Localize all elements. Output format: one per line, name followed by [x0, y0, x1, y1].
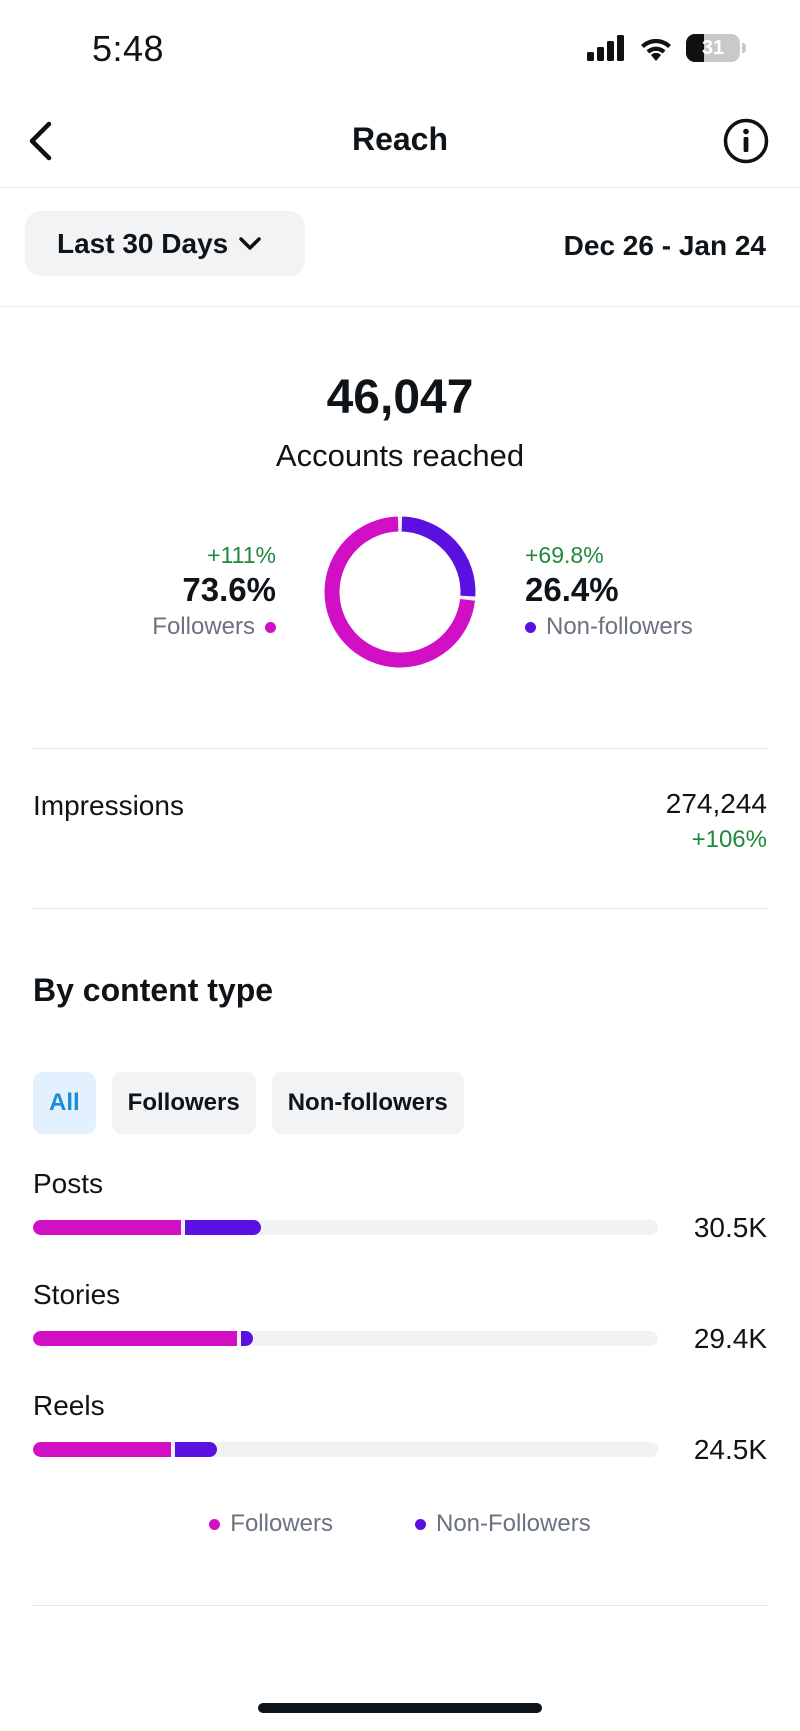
legend-followers: Followers — [209, 1510, 333, 1538]
content-type-rows: Posts 30.5K Stories 29.4K Reels 24.5K — [33, 1168, 767, 1501]
content-row-stories: Stories 29.4K — [33, 1279, 767, 1390]
info-button[interactable] — [722, 117, 770, 165]
legend-non-followers: Non-Followers — [414, 1510, 591, 1538]
page-title: Reach — [351, 121, 449, 157]
divider — [33, 1605, 767, 1606]
non-followers-dot-icon — [414, 1518, 426, 1530]
bar-segment-non-followers — [185, 1220, 261, 1235]
content-row-value: 24.5K — [693, 1434, 767, 1465]
content-legend: Followers Non-Followers — [0, 1510, 800, 1538]
non-followers-legend: Non-followers — [525, 613, 693, 641]
impressions-value: 274,244 — [665, 788, 767, 819]
battery-level: 31 — [701, 36, 725, 59]
status-icons: 31 — [586, 34, 746, 62]
date-range-dropdown-label: Last 30 Days — [57, 227, 229, 259]
bar-segment-followers — [33, 1331, 238, 1346]
content-row-value: 30.5K — [693, 1212, 767, 1243]
followers-delta: +111% — [207, 542, 276, 568]
date-filter-row: Last 30 Days Dec 26 - Jan 24 — [0, 188, 800, 307]
tab-non-followers[interactable]: Non-followers — [271, 1072, 464, 1134]
content-bar-track — [33, 1220, 658, 1235]
content-row-label: Posts — [33, 1168, 104, 1199]
content-bar-track — [33, 1442, 658, 1457]
date-range-dropdown[interactable]: Last 30 Days — [25, 211, 305, 276]
info-icon — [723, 118, 769, 164]
chevron-down-icon — [239, 236, 261, 250]
followers-dot-icon — [265, 621, 276, 633]
bar-segment-followers — [33, 1220, 182, 1235]
content-row-posts: Posts 30.5K — [33, 1168, 767, 1279]
nav-bar: Reach — [0, 95, 800, 188]
non-followers-dot-icon — [525, 621, 536, 633]
accounts-reached-label: Accounts reached — [275, 438, 525, 473]
status-time: 5:48 — [92, 28, 165, 69]
battery-icon: 31 — [686, 34, 740, 62]
reach-donut-chart — [324, 516, 476, 668]
battery-tip — [742, 43, 746, 53]
date-range-text: Dec 26 - Jan 24 — [563, 230, 766, 261]
non-followers-percent: 26.4% — [525, 571, 619, 608]
chevron-left-icon — [29, 121, 52, 161]
impressions-label: Impressions — [33, 790, 184, 821]
content-row-label: Stories — [33, 1279, 121, 1310]
signal-icon — [587, 35, 624, 61]
content-row-label: Reels — [33, 1390, 105, 1421]
content-row-value: 29.4K — [693, 1323, 767, 1354]
wifi-icon — [641, 38, 671, 61]
followers-percent: 73.6% — [182, 571, 276, 608]
divider — [33, 908, 767, 909]
followers-label: Followers — [152, 613, 255, 640]
impressions-delta: +106% — [691, 826, 767, 853]
bar-segment-non-followers — [175, 1442, 217, 1457]
content-row-reels: Reels 24.5K — [33, 1390, 767, 1501]
section-title: By content type — [33, 972, 274, 1008]
legend-non-followers-label: Non-Followers — [435, 1510, 591, 1537]
legend-followers-label: Followers — [230, 1510, 333, 1537]
non-followers-stats: +69.8% 26.4% Non-followers — [525, 542, 693, 641]
bar-segment-non-followers — [241, 1331, 253, 1346]
content-bar-track — [33, 1331, 658, 1346]
back-button[interactable] — [14, 115, 66, 167]
non-followers-delta: +69.8% — [525, 542, 604, 568]
tab-all[interactable]: All — [33, 1072, 96, 1134]
donut-segment-followers — [324, 516, 475, 668]
divider — [33, 748, 767, 749]
followers-legend: Followers — [152, 613, 276, 641]
followers-dot-icon — [209, 1518, 221, 1530]
content-type-tabs: All Followers Non-followers — [33, 1072, 464, 1134]
non-followers-label: Non-followers — [546, 613, 693, 640]
followers-stats: +111% 73.6% Followers — [152, 542, 276, 641]
donut-segment-non-followers — [401, 516, 476, 597]
home-indicator — [258, 1703, 542, 1713]
accounts-reached-value: 46,047 — [326, 371, 474, 424]
bar-segment-followers — [33, 1442, 172, 1457]
tab-followers[interactable]: Followers — [111, 1072, 256, 1134]
